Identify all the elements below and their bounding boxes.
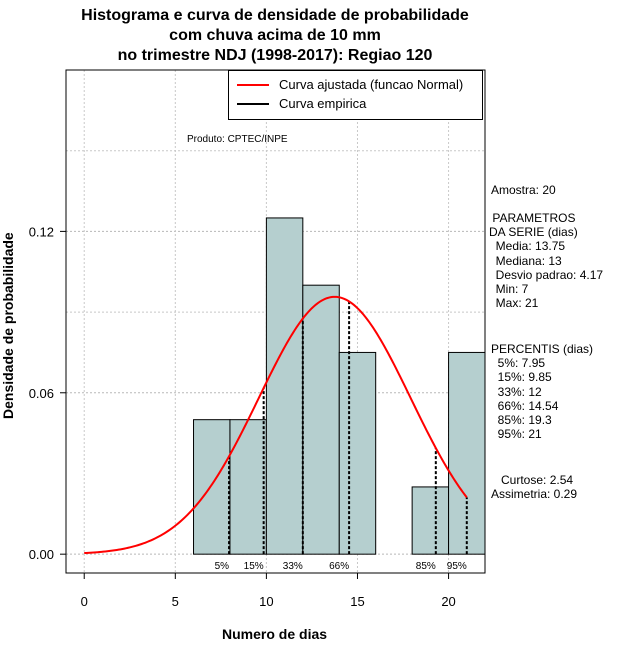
histogram-bar [302,284,340,555]
x-tick-label: 5 [172,594,179,609]
parametros-line: DA SERIE (dias) [489,225,578,240]
histogram-bar [338,351,377,555]
percentile-label: 95% [447,561,467,572]
legend-label-empirical: Curva empirica [279,96,367,111]
histogram-bar [448,351,486,555]
percentile-label: 85% [416,561,436,572]
percentis-line: 85%: 19.3 [491,413,552,428]
percentis-line: PERCENTIS (dias) [491,342,594,356]
x-axis-label: Numero de dias [222,626,328,642]
percentis-line: 5%: 7.95 [491,356,546,371]
percentis-line: 66%: 14.54 [491,398,559,413]
percentis-line: 33%: 12 [491,384,542,399]
title-line-2: com chuva acima de 10 mm [169,27,381,44]
percentile-label: 5% [215,561,230,572]
produto-label: Produto: CPTEC/INPE [187,134,288,145]
title-line-3: no trimestre NDJ (1998-2017): Regiao 120 [117,47,433,64]
histogram-bar [229,419,267,555]
x-tick-label: 10 [259,594,273,609]
shape-stat-line: Curtose: 2.54 [491,473,574,487]
parametros-line: Max: 21 [489,296,539,311]
legend-entry-fitted: Curva ajustada (funcao Normal) [237,77,463,92]
y-axis-label: Densidade de probabilidade [0,232,16,419]
x-tick-label: 0 [81,594,88,609]
histogram-bar [265,217,304,555]
parametros-line: Media: 13.75 [489,239,566,254]
normal-curve [84,295,468,555]
histogram-bar [411,486,450,555]
black-line-icon [237,102,269,105]
shape-stats-block: Curtose: 2.54 Assimetria: 0.29 [491,473,577,501]
percentis-line: 15%: 9.85 [491,370,552,385]
percentile-label: 66% [329,561,349,572]
shape-stat-line: Assimetria: 0.29 [491,487,578,502]
parametros-line: Min: 7 [489,282,529,297]
percentile-label: 15% [244,561,264,572]
percentis-block: PERCENTIS (dias) 5%: 7.95 15%: 9.85 33%:… [491,342,593,441]
parametros-line: PARAMETROS [489,211,576,225]
x-tick-label: 20 [441,594,455,609]
percentile-label: 33% [283,561,303,572]
amostra-text: Amostra: 20 [491,183,556,197]
y-tick-label: 0.06 [29,386,54,401]
parametros-line: Desvio padrao: 4.17 [489,267,604,282]
legend-entry-empirical: Curva empirica [237,96,366,111]
y-tick-label: 0.12 [29,224,54,239]
y-tick-label: 0.00 [29,547,54,562]
chart-legend: Curva ajustada (funcao Normal) Curva emp… [228,70,483,120]
histogram-bar [193,419,231,555]
parametros-line: Mediana: 13 [489,253,562,268]
legend-label-fitted: Curva ajustada (funcao Normal) [279,77,464,92]
red-line-icon [237,83,269,86]
x-tick-label: 15 [350,594,364,609]
percentis-line: 95%: 21 [491,427,542,442]
title-line-1: Histograma e curva de densidade de proba… [81,7,469,24]
parametros-block: PARAMETROS DA SERIE (dias) Media: 13.75 M… [489,211,603,310]
